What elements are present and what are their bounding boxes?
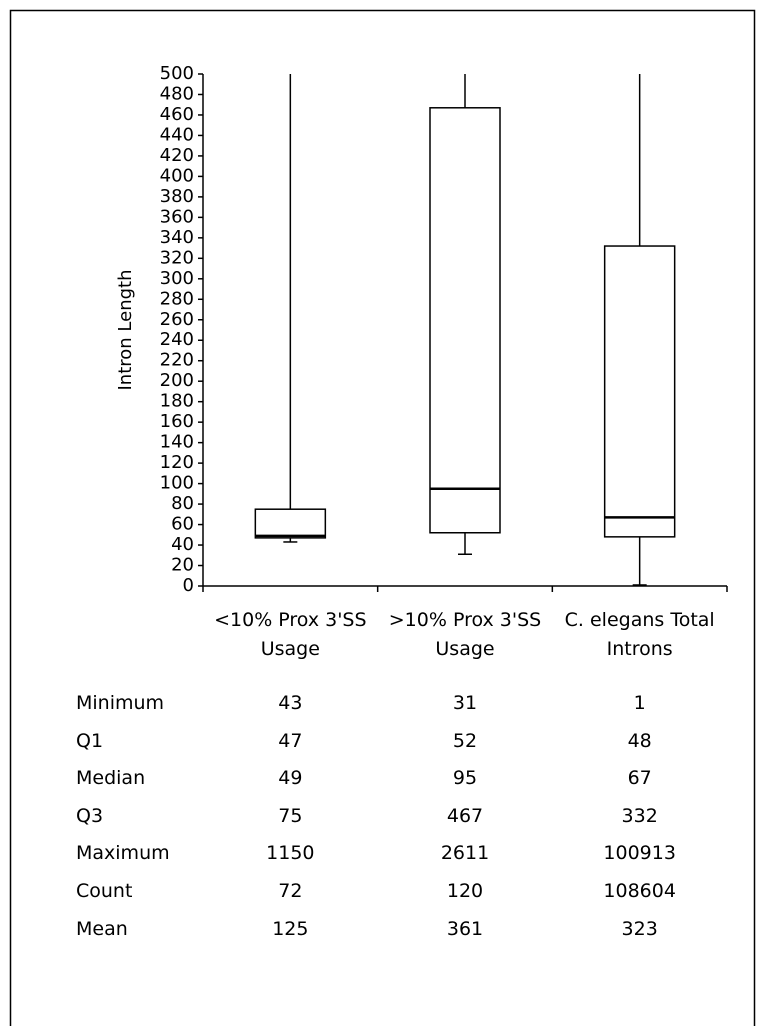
y-tick-label: 440 [160,124,194,145]
row-label: Q1 [76,729,104,752]
y-tick-label: 420 [160,145,194,166]
y-tick-label: 140 [160,432,194,453]
table-cell: 100913 [603,842,676,865]
row-label: Median [76,767,146,790]
y-tick-label: 180 [160,391,194,412]
y-tick-label: 280 [160,288,194,309]
table-cell: 95 [452,767,478,790]
x-tick-label: >10% Prox 3'SS Usage [388,609,542,660]
table-cell: 323 [621,917,658,940]
y-tick-label: 160 [160,411,194,432]
table-cell: 67 [627,767,652,790]
table-cell: 108604 [603,880,676,902]
x-tick-label: C. elegans Total Introns [564,609,715,660]
table-cell: 332 [621,804,658,827]
table-cell: 48 [627,729,652,752]
y-tick-label: 500 [160,63,194,84]
row-label: Count [76,880,133,902]
y-tick-label: 20 [171,555,194,576]
y-tick-label: 340 [160,227,194,248]
y-tick-label: 360 [160,206,194,227]
box [254,508,327,539]
table-cell: 1 [633,692,646,714]
x-tick-label: <10% Prox 3'SS Usage [214,609,367,660]
y-tick-label: 120 [160,452,194,473]
y-tick-label: 200 [160,370,194,391]
y-tick-label: 40 [171,534,194,555]
table-cell: 1150 [266,842,315,865]
y-tick-label: 380 [160,186,194,207]
table-cell: 31 [452,692,478,714]
table-cell: 2611 [440,842,490,865]
table-cell: 72 [278,880,303,902]
box [429,107,501,534]
table-cell: 120 [446,880,484,902]
y-tick-label: 400 [160,165,194,186]
y-tick-label: 0 [183,575,194,596]
y-tick-label: 100 [160,473,194,494]
table-cell: 75 [278,804,303,827]
table-cell: 467 [446,804,484,827]
y-tick-label: 60 [171,514,194,535]
table-cell: 43 [278,692,303,714]
table-cell: 52 [452,729,478,752]
plot-area [254,74,676,586]
y-tick-label: 220 [160,350,194,371]
row-label: Mean [76,917,128,940]
row-label: Maximum [76,842,170,865]
row-label: Q3 [76,804,104,827]
y-tick-label: 480 [160,83,194,104]
y-tick-label: 260 [160,309,194,330]
y-axis-label: Intron Length [115,269,136,390]
frame [9,9,756,1026]
row-label: Minimum [76,692,165,714]
table-cell: 125 [272,917,309,940]
y-tick-label: 240 [160,329,194,350]
table-cell: 47 [278,729,303,752]
box [603,245,676,538]
y-tick-label: 80 [171,493,194,514]
table-cell: 361 [446,917,484,940]
table-cell: 49 [278,767,303,790]
y-tick-label: 320 [160,247,194,268]
y-tick-label: 460 [160,104,194,125]
y-tick-label: 300 [160,268,194,289]
